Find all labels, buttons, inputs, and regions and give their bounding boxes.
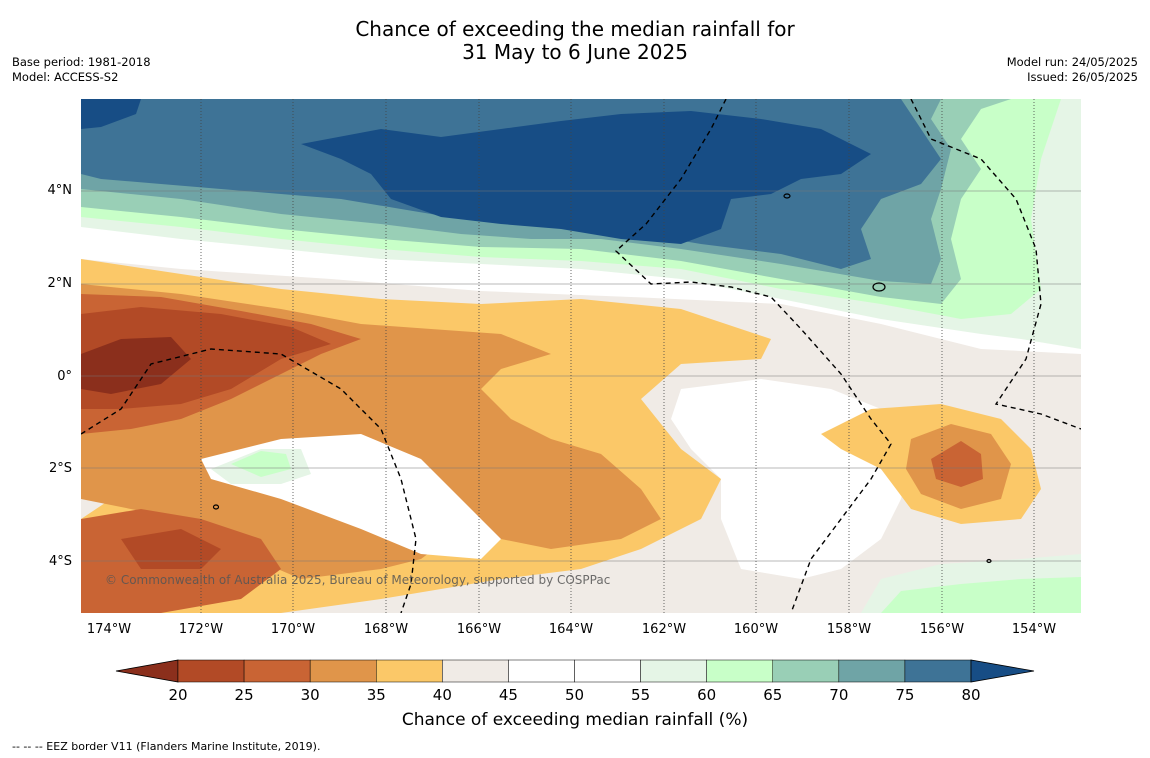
colorbar-bin xyxy=(442,659,509,683)
colorbar-tick-label: 50 xyxy=(565,686,584,702)
colorbar-tick-label: 25 xyxy=(235,686,254,702)
colorbar-tick-label: 30 xyxy=(301,686,320,702)
colorbar-bin xyxy=(376,659,443,683)
colorbar-tick-label: 45 xyxy=(499,686,518,702)
chart-title: Chance of exceeding the median rainfall … xyxy=(0,18,1150,64)
zone-25-30-east xyxy=(931,441,983,487)
colorbar-tick-label: 40 xyxy=(433,686,452,702)
lon-tick-label: 164°W xyxy=(548,622,594,637)
title-line-2: 31 May to 6 June 2025 xyxy=(462,40,688,64)
colorbar-tick-label: 65 xyxy=(763,686,782,702)
eez-border-west xyxy=(81,348,417,613)
eez-borders xyxy=(81,99,1081,613)
lon-tick-label: 172°W xyxy=(178,622,224,637)
colorbar-tick-label: 75 xyxy=(895,686,914,702)
colorbar-bin xyxy=(508,659,575,683)
lon-tick-label: 168°W xyxy=(363,622,409,637)
colorbar-tick-label: 70 xyxy=(829,686,848,702)
colorbar-bin xyxy=(574,659,641,683)
colorbar-extend-high xyxy=(970,659,1035,683)
copyright-notice: © Commonwealth of Australia 2025, Bureau… xyxy=(105,573,611,587)
colorbar-tick-label: 35 xyxy=(367,686,386,702)
eez-border-north xyxy=(614,99,892,613)
lon-tick-label: 166°W xyxy=(456,622,502,637)
colorbar-bin xyxy=(706,659,774,683)
island-north-1 xyxy=(783,193,791,199)
colorbar-tick-label: 80 xyxy=(961,686,980,702)
model-run: Model run: 24/05/2025 xyxy=(1006,55,1138,69)
colorbar-bin xyxy=(309,659,377,683)
rainfall-map xyxy=(81,99,1081,613)
lat-tick-label: 0° xyxy=(57,369,72,384)
zone-20-25-sw xyxy=(121,529,221,569)
issued-date: Issued: 26/05/2025 xyxy=(1027,70,1138,84)
island-south-1 xyxy=(212,504,220,510)
colorbar: 20 25 30 35 40 45 50 55 60 65 70 75 80 xyxy=(115,659,1035,702)
lat-tick-label: 2°N xyxy=(47,276,73,291)
lat-tick-label: 4°N xyxy=(47,183,73,198)
zone-under-20-west xyxy=(81,337,191,394)
zone-65-70-se xyxy=(881,577,1081,613)
map-panel: © Commonwealth of Australia 2025, Bureau… xyxy=(81,99,1081,613)
colorbar-bin xyxy=(243,659,311,683)
lon-tick-label: 160°W xyxy=(733,622,779,637)
island-south-2 xyxy=(986,558,992,564)
colorbar-bin xyxy=(640,659,707,683)
base-period: Base period: 1981-2018 xyxy=(12,55,151,69)
lon-tick-label: 158°W xyxy=(826,622,872,637)
colorbar-bin xyxy=(838,659,906,683)
lon-tick-label: 170°W xyxy=(270,622,316,637)
lat-tick-label: 4°S xyxy=(48,554,72,569)
lat-gridlines xyxy=(81,190,1081,562)
lon-tick-label: 162°W xyxy=(641,622,687,637)
lat-tick-label: 2°S xyxy=(48,461,72,476)
islands xyxy=(212,193,992,564)
title-line-1: Chance of exceeding the median rainfall … xyxy=(355,17,795,41)
lon-tick-label: 154°W xyxy=(1011,622,1057,637)
colorbar-bin xyxy=(177,659,245,683)
colorbar-tick-label: 55 xyxy=(631,686,650,702)
zone-over-80-north xyxy=(301,111,871,244)
lon-tick-label: 174°W xyxy=(86,622,132,637)
eez-footnote: -- -- -- EEZ border V11 (Flanders Marine… xyxy=(12,740,321,753)
zone-60-65-centre xyxy=(231,451,291,477)
meta-right: Model run: 24/05/2025 Issued: 26/05/2025 xyxy=(1007,55,1138,85)
lon-tick-label: 156°W xyxy=(919,622,965,637)
colorbar-tick-label: 60 xyxy=(697,686,716,702)
zone-over-80-nw xyxy=(81,99,141,129)
island-north-2 xyxy=(872,282,886,292)
meta-left: Base period: 1981-2018 Model: ACCESS-S2 xyxy=(12,55,151,85)
colorbar-tick-label: 20 xyxy=(168,686,187,702)
colorbar-bin xyxy=(772,659,840,683)
colorbar-extend-low xyxy=(115,659,179,683)
colorbar-label: Chance of exceeding median rainfall (%) xyxy=(401,710,749,730)
model-name: Model: ACCESS-S2 xyxy=(12,70,119,84)
colorbar-bin xyxy=(904,659,972,683)
